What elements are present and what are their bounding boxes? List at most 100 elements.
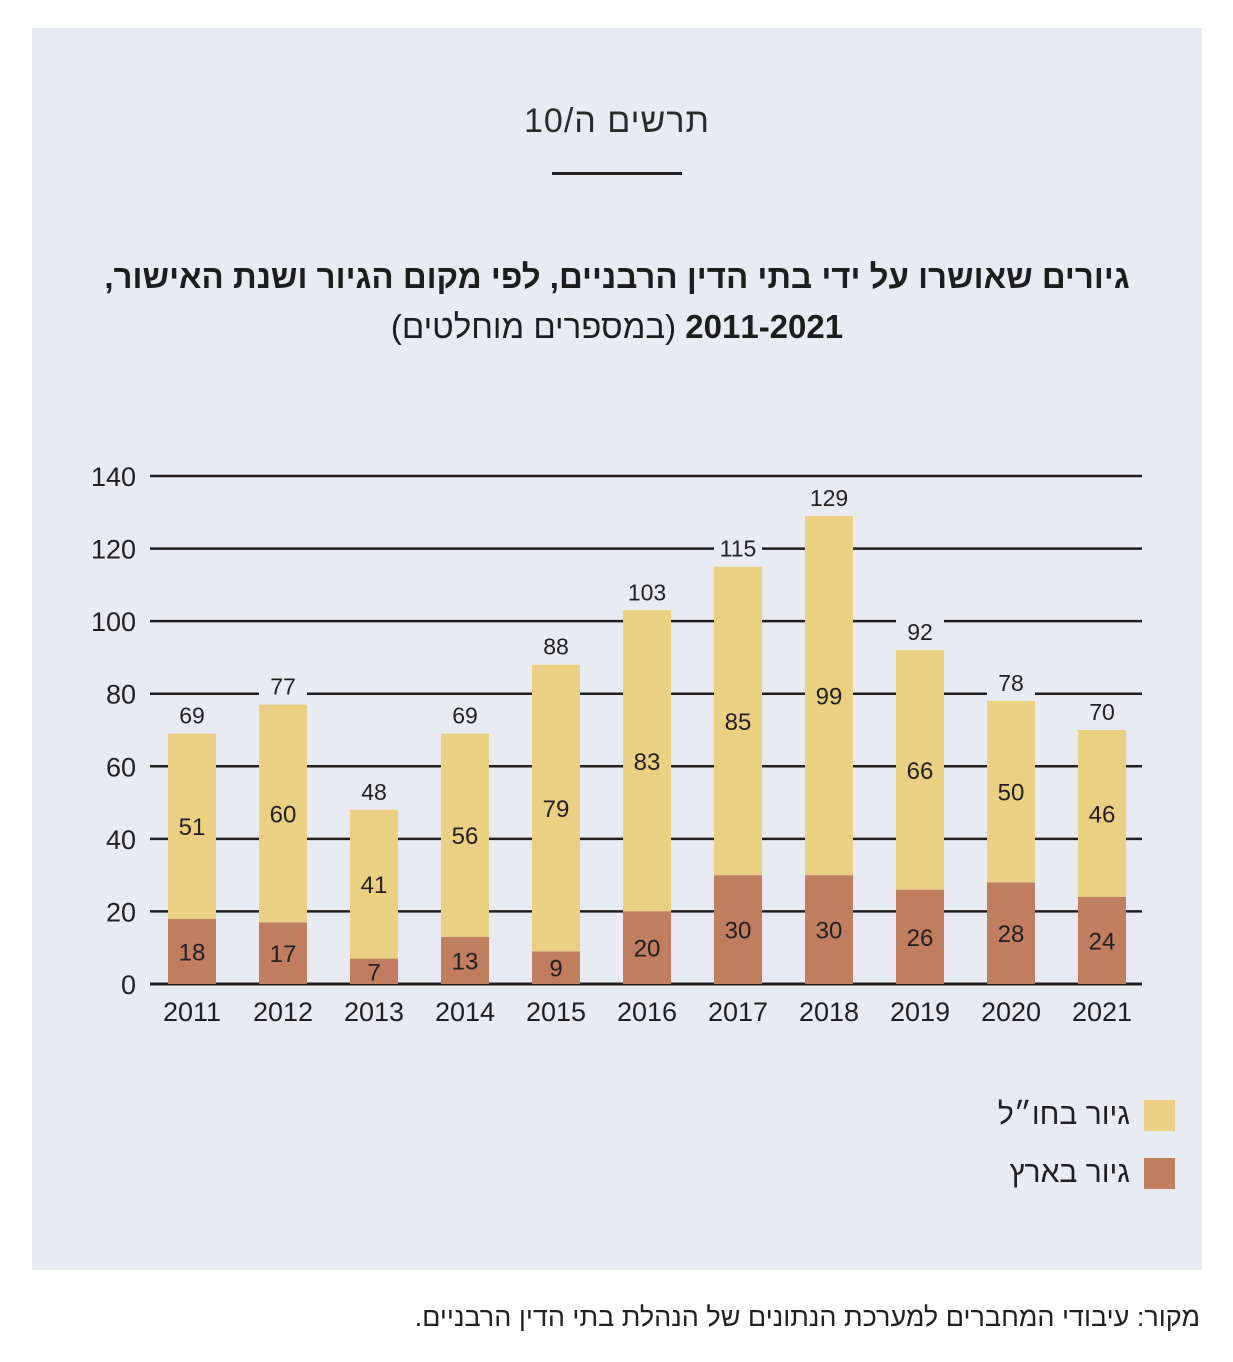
data-label-israel: 13	[452, 948, 479, 975]
x-tick-label: 2013	[344, 997, 404, 1027]
bar-segment-israel	[350, 958, 398, 984]
data-label-abroad: 66	[907, 758, 934, 785]
x-tick-label: 2012	[253, 997, 313, 1027]
total-label: 115	[720, 536, 757, 562]
y-axis: 0 20 40 60 80 100 120 140	[91, 462, 136, 1000]
legend-label-israel: גיור בארץ	[1009, 1156, 1130, 1189]
total-label: 103	[628, 579, 666, 605]
legend-item-israel: גיור בארץ	[1009, 1156, 1175, 1190]
bar-segment-israel	[623, 911, 671, 984]
bar-segment-abroad	[350, 809, 398, 959]
chart-title-units: (במספרים מוחלטים)	[390, 308, 677, 345]
data-label-israel: 20	[634, 936, 661, 963]
total-label-bg	[896, 616, 944, 647]
total-label-bg	[987, 666, 1035, 697]
total-label-bg	[1078, 696, 1126, 726]
data-label-abroad: 85	[725, 709, 752, 736]
legend-label-abroad: גיור בחו״ל	[997, 1098, 1130, 1131]
total-label-bg	[259, 670, 307, 701]
bar-segment-abroad	[168, 733, 216, 919]
x-tick-label: 2017	[708, 997, 768, 1027]
data-label-israel: 30	[816, 918, 843, 945]
bar-segment-israel	[987, 882, 1035, 984]
data-label-israel: 24	[1089, 928, 1116, 955]
data-label-israel: 18	[179, 939, 206, 966]
data-label-abroad: 41	[361, 872, 388, 899]
total-label: 129	[810, 485, 848, 511]
bar-segment-abroad	[805, 515, 853, 876]
y-tick-label: 120	[91, 535, 136, 565]
total-label: 78	[998, 670, 1024, 696]
total-label-bg	[350, 775, 398, 806]
x-tick-label: 2019	[890, 997, 950, 1027]
bar-segment-israel	[896, 889, 944, 984]
data-label-abroad: 99	[816, 684, 843, 711]
data-label-abroad: 83	[634, 749, 661, 776]
data-label-israel: 9	[549, 956, 562, 983]
source-note: מקור: עיבודי המחברים למערכת הנתונים של ה…	[414, 1302, 1200, 1332]
total-label: 70	[1089, 699, 1115, 725]
bars: 1851691760777414813566997988208310330851…	[168, 481, 1126, 986]
bar-segment-israel	[714, 875, 762, 984]
total-label: 69	[452, 703, 478, 729]
bar-segment-israel	[532, 951, 580, 984]
chart-title-main: גיורים שאושרו על ידי בתי הדין הרבניים, ל…	[104, 258, 1130, 345]
data-label-abroad: 60	[270, 801, 297, 828]
data-label-israel: 26	[907, 925, 934, 952]
bar-segment-abroad	[714, 566, 762, 876]
total-label-bg	[623, 576, 671, 607]
total-label: 88	[543, 634, 569, 660]
chart-title: גיורים שאושרו על ידי בתי הדין הרבניים, ל…	[92, 252, 1142, 352]
x-tick-label: 2020	[981, 997, 1041, 1027]
x-tick-label: 2011	[163, 997, 221, 1027]
legend-item-abroad: גיור בחו״ל	[998, 1098, 1175, 1132]
data-label-abroad: 56	[452, 823, 479, 850]
x-axis: 2011 2012 2013 2014 2015 2016 2017 2018 2019 2020…	[163, 997, 1132, 1027]
y-tick-label: 140	[91, 462, 136, 492]
data-label-abroad: 79	[543, 796, 570, 823]
x-tick-label: 2018	[799, 997, 859, 1027]
x-tick-label: 2016	[617, 997, 677, 1027]
bar-segment-abroad	[532, 664, 580, 952]
data-label-israel: 7	[367, 959, 380, 986]
y-tick-label: 0	[121, 970, 136, 1000]
y-tick-label: 100	[91, 607, 136, 637]
x-tick-label: 2015	[526, 997, 586, 1027]
total-label-bg	[714, 532, 762, 563]
bar-segment-abroad	[1078, 730, 1126, 897]
total-label: 77	[270, 674, 296, 700]
bar-segment-abroad	[987, 700, 1035, 883]
bar-segment-abroad	[896, 650, 944, 890]
y-tick-label: 40	[106, 825, 136, 855]
total-label: 48	[361, 779, 387, 805]
total-label-bg	[532, 630, 580, 661]
x-tick-label: 2014	[435, 997, 495, 1027]
data-label-abroad: 46	[1089, 801, 1116, 828]
data-label-israel: 28	[998, 921, 1025, 948]
bar-segment-israel	[259, 922, 307, 984]
total-label: 92	[907, 619, 933, 645]
bar-segment-israel	[168, 918, 216, 984]
bar-segment-abroad	[441, 733, 489, 937]
total-label-bg	[168, 699, 216, 730]
total-label: 69	[179, 703, 205, 729]
figure-label: תרשים ה/10	[524, 102, 710, 140]
legend-swatch-abroad	[1144, 1099, 1175, 1131]
bar-segment-abroad	[259, 704, 307, 923]
bar-segment-israel	[1078, 896, 1126, 984]
x-tick-label: 2021	[1072, 997, 1132, 1027]
data-label-israel: 17	[270, 941, 297, 968]
data-label-abroad: 50	[998, 780, 1025, 807]
total-label-bg	[805, 481, 853, 512]
figure-label-underline	[552, 172, 682, 175]
bar-segment-israel	[805, 875, 853, 984]
bar-segment-israel	[441, 936, 489, 984]
bar-segment-abroad	[623, 610, 671, 912]
data-label-israel: 30	[725, 918, 752, 945]
y-tick-label: 20	[106, 897, 136, 927]
legend-swatch-israel	[1144, 1157, 1175, 1189]
total-label-bg	[441, 699, 489, 730]
chart-panel: תרשים ה/10 גיורים שאושרו על ידי בתי הדין…	[32, 28, 1202, 1270]
y-tick-label: 80	[106, 680, 136, 710]
